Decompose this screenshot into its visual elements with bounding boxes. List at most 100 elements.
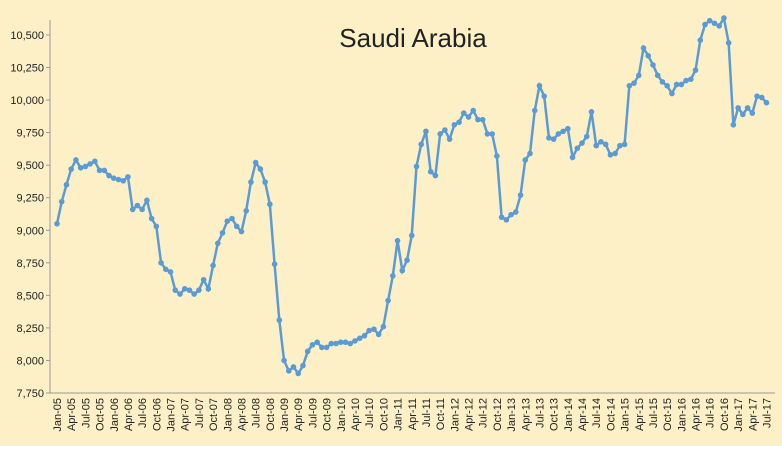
marker [465, 114, 472, 120]
marker [508, 211, 514, 218]
marker [503, 217, 510, 223]
marker [380, 323, 387, 330]
marker [196, 287, 202, 293]
marker [144, 197, 150, 204]
marker [73, 157, 79, 163]
marker [139, 206, 145, 213]
x-tick-label: Oct-10 [378, 398, 390, 431]
marker [446, 136, 453, 142]
marker [92, 158, 98, 165]
marker [333, 340, 339, 347]
x-tick-label: Jan-11 [393, 398, 405, 431]
marker [489, 131, 495, 137]
marker [371, 326, 377, 333]
marker [167, 269, 174, 275]
x-tick-label: Jul-08 [251, 398, 263, 428]
marker [219, 230, 226, 236]
marker [427, 168, 434, 175]
x-tick-label: Jan-14 [563, 398, 575, 432]
marker [612, 150, 618, 157]
marker [541, 93, 547, 99]
y-tick-label: 9,750 [16, 128, 44, 140]
x-tick-label: Jul-15 [648, 398, 660, 428]
marker [688, 76, 694, 83]
marker [550, 136, 557, 142]
marker [711, 20, 718, 27]
marker [338, 339, 344, 346]
y-tick-label: 10,500 [10, 30, 44, 42]
marker [68, 166, 74, 172]
x-tick-label: Jul-07 [194, 398, 206, 428]
marker [659, 79, 666, 85]
marker [740, 111, 746, 118]
marker [706, 17, 713, 24]
x-tick-label: Jan-15 [620, 398, 632, 432]
x-tick-label: Apr-17 [747, 398, 759, 431]
marker [394, 237, 401, 244]
marker [408, 232, 415, 239]
marker [498, 214, 505, 221]
marker [546, 135, 552, 141]
marker [437, 131, 443, 137]
marker [574, 145, 581, 152]
marker [763, 99, 770, 106]
x-tick-label: Apr-07 [180, 398, 192, 431]
marker [323, 344, 330, 351]
marker [366, 327, 372, 334]
marker [233, 223, 240, 230]
marker [129, 206, 136, 213]
marker [390, 273, 396, 279]
marker [555, 131, 562, 137]
marker [347, 340, 354, 347]
marker [361, 332, 368, 339]
marker [598, 138, 604, 145]
x-tick-label: Jul-05 [80, 398, 92, 428]
marker [295, 370, 302, 377]
marker [271, 261, 278, 267]
marker [413, 163, 420, 170]
marker [678, 81, 685, 88]
chart-title: Saudi Arabia [339, 23, 487, 53]
marker [210, 262, 216, 269]
marker [404, 257, 410, 264]
marker [517, 192, 524, 198]
marker [456, 119, 462, 126]
x-tick-label: Apr-12 [464, 398, 476, 431]
x-tick-label: Oct-05 [95, 398, 107, 431]
marker [200, 276, 207, 283]
marker [96, 167, 103, 174]
marker [702, 21, 708, 28]
marker [730, 122, 737, 128]
marker [650, 62, 656, 68]
marker [673, 81, 680, 88]
x-tick-label: Jan-13 [506, 398, 518, 432]
marker [290, 364, 297, 370]
x-tick-label: Jul-09 [307, 398, 319, 428]
marker [54, 220, 60, 227]
marker [101, 167, 108, 174]
marker [621, 141, 628, 148]
marker [172, 287, 179, 293]
marker [352, 338, 358, 344]
x-tick-label: Apr-13 [520, 398, 532, 431]
x-tick-label: Jul-16 [705, 398, 717, 428]
x-tick-label: Jul-11 [421, 398, 433, 427]
marker [309, 342, 316, 348]
x-tick-label: Apr-14 [577, 398, 589, 431]
marker [744, 105, 751, 111]
marker [626, 82, 633, 89]
marker [224, 218, 231, 224]
marker [484, 131, 491, 137]
marker [725, 40, 732, 46]
marker [442, 127, 448, 133]
marker [451, 122, 458, 128]
x-tick-label: Apr-11 [407, 398, 419, 430]
marker [749, 110, 756, 116]
marker [385, 297, 391, 304]
marker [375, 331, 382, 338]
marker [252, 159, 259, 166]
marker [475, 116, 481, 123]
x-tick-label: Oct-09 [322, 398, 334, 431]
x-tick-label: Oct-15 [662, 398, 674, 431]
